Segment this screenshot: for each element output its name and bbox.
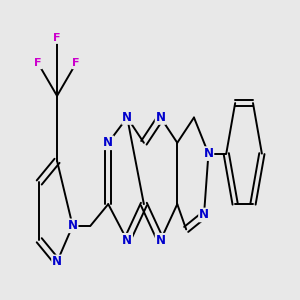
Text: N: N: [203, 147, 213, 160]
Text: N: N: [122, 111, 132, 124]
Text: F: F: [72, 58, 80, 68]
Text: N: N: [156, 234, 166, 247]
Text: N: N: [156, 111, 166, 124]
Text: N: N: [199, 208, 209, 221]
Text: N: N: [103, 136, 113, 149]
Text: N: N: [68, 219, 78, 232]
Text: N: N: [52, 255, 62, 268]
Text: N: N: [122, 234, 132, 247]
Text: F: F: [53, 33, 61, 43]
Text: F: F: [34, 58, 42, 68]
